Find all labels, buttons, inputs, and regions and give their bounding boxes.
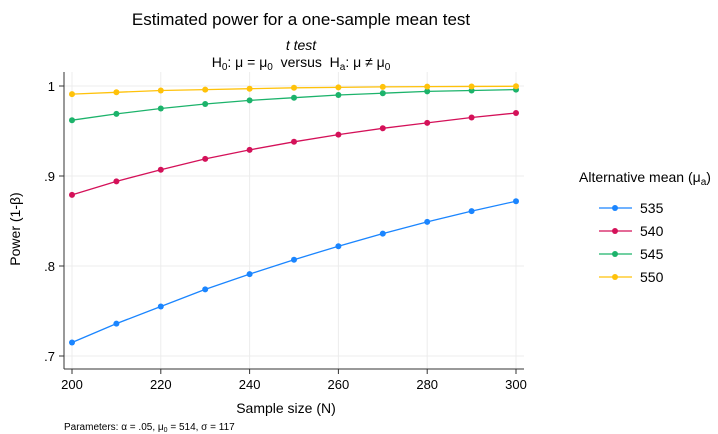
legend: 535 540 545 550 [599,200,664,285]
series-point-545 [424,88,431,95]
x-axis-title: Sample size (N) [236,400,336,416]
series-point-545 [157,105,164,112]
x-tick-label: 280 [416,377,438,392]
series-point-535 [291,256,297,263]
series-point-550 [379,83,386,90]
y-axis-title: Power (1-β) [7,192,23,265]
series-point-535 [335,243,342,250]
series-group [69,83,519,346]
series-point-540 [291,138,297,145]
series-point-535 [424,218,431,225]
legend-entry-550: 550 [599,269,664,285]
x-tick-label: 260 [328,377,350,392]
series-550 [69,83,519,98]
series-point-540 [513,110,519,116]
x-tick-label: 220 [150,377,172,392]
legend-label: 540 [640,223,664,239]
chart-title: Estimated power for a one-sample mean te… [132,10,471,29]
grid-lines [64,72,524,369]
series-point-540 [157,166,164,173]
legend-swatch-marker [612,228,618,234]
series-point-535 [202,286,209,293]
series-point-550 [157,87,164,94]
series-point-535 [113,320,120,327]
chart-subtitle-line1: t test [286,37,317,53]
series-point-540 [202,155,209,162]
series-point-545 [379,90,386,97]
legend-swatch-marker [612,251,618,257]
y-tick-label: .8 [44,259,55,274]
series-point-550 [291,84,297,91]
x-tick-label: 240 [239,377,261,392]
legend-entry-545: 545 [599,246,664,262]
series-point-540 [335,131,342,138]
legend-swatch-marker [612,274,618,280]
parameters-note: Parameters: α = .05, μ0 = 514, σ = 117 [64,422,235,434]
series-point-540 [379,125,386,132]
chart-subtitle-line2: H0: μ = μ0 versus Ha: μ ≠ μ0 [212,54,391,73]
y-tick-label: .9 [44,169,55,184]
series-point-550 [202,86,209,93]
series-point-550 [424,83,431,90]
legend-title: Alternative mean (μa) [579,169,711,188]
series-point-535 [468,208,475,215]
series-point-550 [468,83,475,90]
series-line-540 [71,112,517,196]
series-point-545 [113,110,120,117]
axes: 200 220 240 260 280 300 .7 .8 .9 1 [44,72,527,392]
series-535 [69,198,519,346]
y-tick-label: 1 [48,79,55,94]
series-point-540 [246,146,253,153]
series-point-545 [291,94,297,101]
series-point-545 [335,92,342,98]
legend-entry-540: 540 [599,223,664,239]
series-point-535 [513,198,519,205]
x-tick-label: 200 [61,377,83,392]
series-point-545 [69,117,75,124]
series-point-535 [379,230,386,237]
series-545 [69,86,519,124]
legend-entry-535: 535 [599,200,664,216]
series-point-540 [424,119,431,126]
series-line-535 [71,200,517,344]
series-point-535 [246,271,253,278]
series-point-550 [69,91,75,98]
legend-label: 550 [640,269,664,285]
series-point-540 [468,114,475,121]
series-540 [69,110,519,198]
series-point-540 [113,178,120,185]
series-point-550 [335,84,342,91]
series-point-535 [157,303,164,310]
series-point-545 [202,101,209,107]
series-point-540 [69,191,75,198]
legend-swatch-marker [612,205,618,211]
legend-label: 535 [640,200,664,216]
y-tick-label: .7 [44,349,55,364]
series-point-550 [246,85,253,92]
series-point-535 [69,339,75,346]
x-tick-label: 300 [505,377,527,392]
legend-label: 545 [640,246,664,262]
series-point-550 [513,83,519,90]
series-line-545 [71,88,517,121]
series-point-545 [246,97,253,104]
series-point-550 [113,89,120,96]
